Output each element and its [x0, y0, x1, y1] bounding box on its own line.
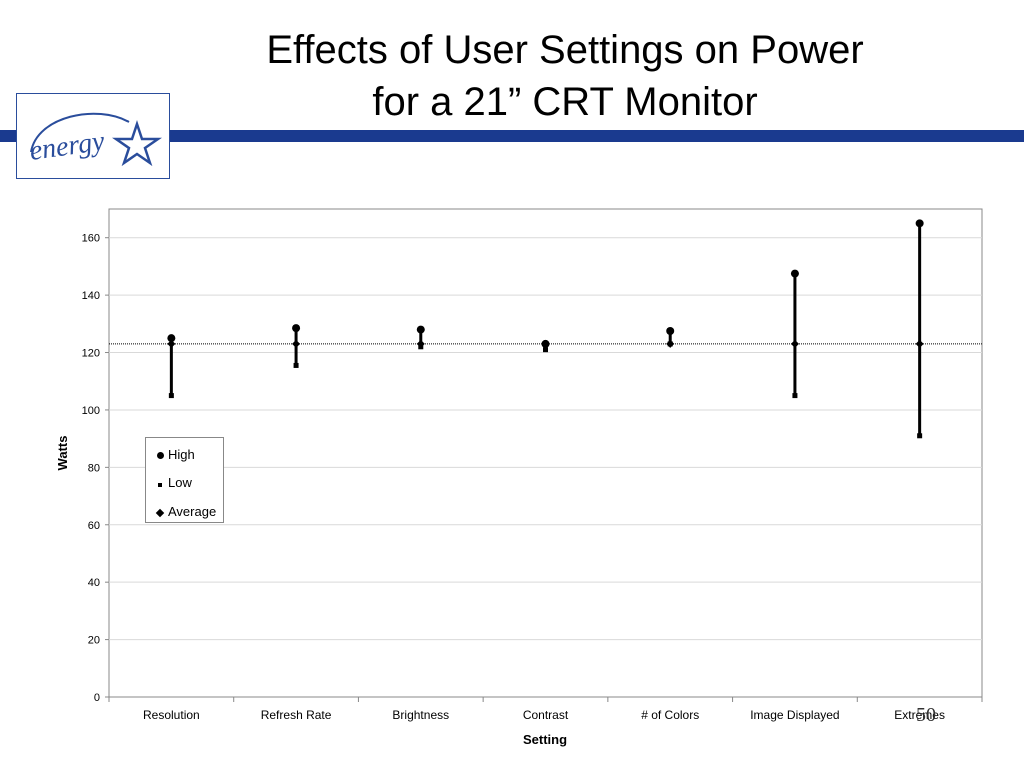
high-point [790, 269, 799, 278]
header-bar [0, 130, 1024, 142]
y-tick-label: 120 [82, 348, 100, 360]
plot-area [108, 208, 983, 698]
legend-label-low: Low [168, 474, 192, 490]
slide-title: Effects of User Settings on Power for a … [130, 24, 1000, 128]
diamond-marker-icon [155, 508, 165, 517]
slide-number: 50 [916, 704, 936, 726]
x-axis-categories: Resolution Refresh Rate Brightness Contrast… [108, 697, 983, 722]
slide-title-line2: for a 21” CRT Monitor [372, 80, 758, 124]
circle-marker-icon [156, 451, 164, 459]
average-point [666, 339, 675, 348]
high-point [666, 327, 675, 335]
x-category-label: Contrast [523, 708, 569, 722]
x-category-label: # of Colors [641, 708, 699, 722]
gridlines [109, 237, 982, 641]
chart-legend: High Low Average [145, 437, 224, 523]
x-category-label: Image Displayed [750, 708, 839, 722]
y-tick-label: 60 [88, 520, 100, 532]
high-point [167, 334, 176, 343]
y-axis-ticks: 0 20 40 60 80 100 120 140 160 [82, 233, 109, 704]
legend-item-high: High [154, 446, 195, 462]
low-point [792, 393, 798, 399]
low-point [293, 362, 299, 368]
data-marks [167, 219, 924, 439]
x-category-label: Brightness [392, 708, 449, 722]
energy-star-icon: energy [28, 112, 163, 167]
x-category-label: Refresh Rate [261, 708, 332, 722]
y-tick-label: 40 [88, 577, 100, 589]
legend-label-high: High [168, 446, 195, 462]
slide-title-line1: Effects of User Settings on Power [266, 28, 864, 72]
low-point [168, 393, 174, 399]
y-tick-label: 0 [94, 692, 100, 704]
high-point [915, 219, 924, 228]
high-point [541, 339, 550, 348]
high-point [292, 324, 301, 333]
x-category-label: Resolution [143, 708, 200, 722]
y-tick-label: 20 [88, 635, 100, 647]
average-point [292, 339, 301, 348]
y-tick-label: 80 [88, 462, 100, 474]
y-tick-label: 160 [82, 233, 100, 245]
y-tick-label: 100 [82, 405, 100, 417]
average-point [416, 339, 425, 348]
average-point [167, 339, 176, 348]
legend-item-low: Low [154, 474, 192, 490]
average-point [790, 339, 799, 348]
energy-star-logo: energy [16, 93, 170, 179]
y-axis-label: Watts [55, 436, 70, 471]
x-category-label: Extremes [894, 708, 945, 722]
x-axis-label: Setting [523, 732, 567, 747]
average-point [915, 339, 924, 348]
square-marker-icon [158, 482, 162, 487]
high-point [416, 325, 425, 334]
legend-item-average: Average [154, 503, 216, 519]
low-point [543, 347, 548, 353]
low-point [917, 433, 923, 439]
y-tick-label: 140 [82, 290, 100, 302]
legend-label-average: Average [168, 503, 217, 519]
